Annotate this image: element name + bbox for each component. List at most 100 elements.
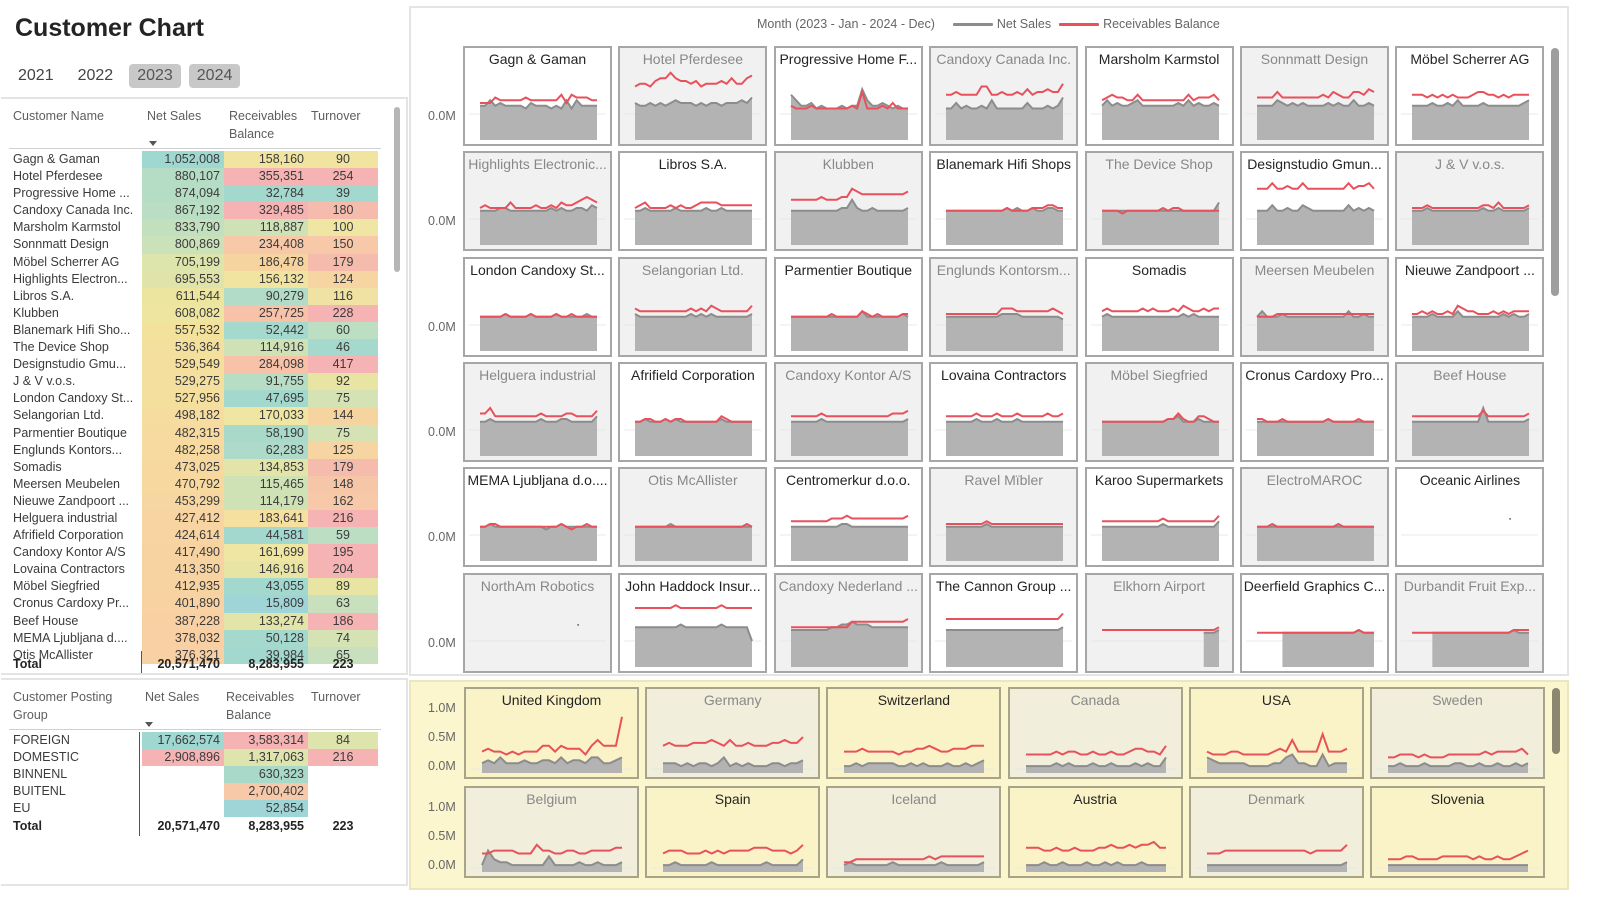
table-row[interactable]: Lovaina Contractors 413,350 146,916 204 [9, 561, 381, 579]
customer-tile[interactable]: Centromerkur d.o.o. [773, 467, 923, 568]
customer-tile[interactable]: London Candoxy St... [463, 256, 612, 357]
table-row[interactable]: Möbel Scherrer AG 705,199 186,478 179 [9, 253, 381, 271]
table-row[interactable]: Designstudio Gmu... 529,549 284,098 417 [9, 356, 381, 374]
table-row[interactable]: Gagn & Gaman 1,052,008 158,160 90 [9, 151, 381, 169]
legend-receivables-label[interactable]: Receivables Balance [1103, 17, 1220, 31]
table-row[interactable]: Otis McAllister 376,321 39,984 65 [9, 646, 381, 664]
table-row[interactable]: DOMESTIC 2,908,896 1,317,063 216 [9, 749, 381, 767]
header-customer-posting-group[interactable]: Customer Posting Group [13, 690, 113, 722]
table-row[interactable]: Cronus Cardoxy Pr... 401,890 15,809 63 [9, 595, 381, 613]
country-chart-scrollbar[interactable] [1552, 688, 1560, 754]
customer-tile[interactable]: Durbandit Fruit Exp... [1395, 572, 1545, 673]
customer-tile[interactable]: Möbel Siegfried [1084, 361, 1234, 462]
header-receivables-balance[interactable]: Receivables Balance [229, 109, 298, 141]
country-tile[interactable]: Iceland [826, 786, 1002, 878]
country-tile[interactable]: Switzerland [826, 687, 1002, 779]
year-button-2022[interactable]: 2022 [77, 67, 114, 84]
customer-tile[interactable]: Lovaina Contractors [929, 361, 1079, 462]
customer-tile[interactable]: Highlights Electronic... [463, 151, 612, 252]
customer-tile[interactable]: NorthAm Robotics [463, 572, 612, 673]
country-tile[interactable]: USA [1188, 687, 1364, 779]
table-row[interactable]: Candoxy Kontor A/S 417,490 161,699 195 [9, 544, 381, 562]
country-tile[interactable]: Austria [1007, 786, 1183, 878]
customer-tile[interactable]: Cronus Cardoxy Pro... [1240, 361, 1389, 462]
table-row[interactable]: Selangorian Ltd. 498,182 170,033 144 [9, 407, 381, 425]
table-row[interactable]: Libros S.A. 611,544 90,279 116 [9, 287, 381, 305]
customer-tile[interactable]: Afrifield Corporation [618, 361, 768, 462]
customer-tile[interactable]: Helguera industrial [463, 361, 612, 462]
table-row[interactable]: Helguera industrial 427,412 183,641 216 [9, 509, 381, 528]
customer-tile[interactable]: Candoxy Nederland ... [773, 572, 923, 673]
country-tile[interactable]: Sweden [1370, 687, 1545, 779]
customer-tile[interactable]: Somadis [1084, 256, 1234, 357]
customer-tile[interactable]: Blanemark Hifi Shops [929, 151, 1079, 252]
table-row[interactable]: MEMA Ljubljana d.... 378,032 50,128 74 [9, 629, 381, 647]
table-row[interactable]: Blanemark Hifi Sho... 557,532 52,442 60 [9, 321, 381, 340]
customer-tile[interactable]: The Device Shop [1084, 151, 1234, 252]
table-row[interactable]: The Device Shop 536,364 114,916 46 [9, 339, 381, 357]
table-row[interactable]: EU 52,854 [9, 800, 381, 818]
customer-tile[interactable]: J & V v.o.s. [1395, 151, 1545, 252]
country-tile[interactable]: Slovenia [1370, 786, 1545, 878]
customer-tile[interactable]: Candoxy Canada Inc. [929, 46, 1079, 146]
header-turnover[interactable]: Turnover [311, 109, 361, 123]
customer-tile[interactable]: Ravel Mïbler [929, 467, 1079, 568]
table-row[interactable]: BUITENL 2,700,402 [9, 783, 381, 801]
table-row[interactable]: BINNENL 630,323 [9, 766, 381, 784]
table-row[interactable]: London Candoxy St... 527,956 47,695 75 [9, 390, 381, 408]
table-row[interactable]: J & V v.o.s. 529,275 91,755 92 [9, 373, 381, 391]
customer-tile[interactable]: Karoo Supermarkets [1084, 467, 1234, 568]
customer-tile[interactable]: Hotel Pferdesee [618, 46, 768, 146]
year-button-2021[interactable]: 2021 [18, 67, 54, 84]
customer-tile[interactable]: Nieuwe Zandpoort ... [1395, 256, 1545, 357]
customer-tile[interactable]: Selangorian Ltd. [618, 256, 768, 357]
customer-tile[interactable]: Marsholm Karmstol [1084, 46, 1234, 146]
table-row[interactable]: Beef House 387,228 133,274 186 [9, 612, 381, 630]
table-row[interactable]: Marsholm Karmstol 833,790 118,887 100 [9, 219, 381, 237]
table-row[interactable]: Meersen Meubelen 470,792 115,465 148 [9, 475, 381, 493]
country-tile[interactable]: Canada [1007, 687, 1183, 779]
customer-tile[interactable]: Otis McAllister [618, 467, 768, 568]
table-row[interactable]: Candoxy Canada Inc. 867,192 329,485 180 [9, 202, 381, 220]
customer-tile[interactable]: ElectroMAROC [1240, 467, 1389, 568]
table-row[interactable]: Nieuwe Zandpoort ... 453,299 114,179 162 [9, 492, 381, 510]
customer-tile[interactable]: Gagn & Gaman [463, 46, 612, 146]
table-row[interactable]: Afrifield Corporation 424,614 44,581 59 [9, 527, 381, 545]
header-receivables-balance[interactable]: Receivables Balance [226, 690, 295, 722]
customer-tile[interactable]: Candoxy Kontor A/S [773, 361, 923, 462]
customer-tile[interactable]: Sonnmatt Design [1240, 46, 1389, 146]
customer-tile[interactable]: Progressive Home F... [773, 46, 923, 146]
header-net-sales[interactable]: Net Sales [147, 109, 202, 123]
table-row[interactable]: FOREIGN 17,662,574 3,583,314 84 [9, 732, 381, 750]
country-tile[interactable]: Belgium [464, 786, 639, 878]
customer-tile[interactable]: Deerfield Graphics C... [1240, 572, 1389, 673]
customer-tile[interactable]: Beef House [1395, 361, 1545, 462]
customer-tile[interactable]: Parmentier Boutique [773, 256, 923, 357]
customer-tile[interactable]: John Haddock Insur... [618, 572, 768, 673]
customer-tile[interactable]: Meersen Meubelen [1240, 256, 1389, 357]
country-tile[interactable]: Spain [645, 786, 821, 878]
customer-tile[interactable]: Englunds Kontorsm... [929, 256, 1079, 357]
customer-tile[interactable]: MEMA Ljubljana d.o.... [463, 467, 612, 568]
table-row[interactable]: Highlights Electron... 695,553 156,132 124 [9, 270, 381, 288]
customer-tile[interactable]: Libros S.A. [618, 151, 768, 252]
customer-tile[interactable]: Elkhorn Airport [1084, 572, 1234, 673]
year-button-2023[interactable]: 2023 [129, 64, 181, 88]
customer-tile[interactable]: Oceanic Airlines [1395, 467, 1545, 568]
header-net-sales[interactable]: Net Sales [145, 690, 200, 704]
table-row[interactable]: Progressive Home ... 874,094 32,784 39 [9, 185, 381, 203]
table-row[interactable]: Hotel Pferdesee 880,107 355,351 254 [9, 168, 381, 186]
country-tile[interactable]: United Kingdom [464, 687, 639, 779]
customer-tile[interactable]: The Cannon Group ... [929, 572, 1079, 673]
customer-chart-scrollbar[interactable] [1551, 48, 1559, 296]
year-button-2024[interactable]: 2024 [188, 64, 241, 88]
table-row[interactable]: Parmentier Boutique 482,315 58,190 75 [9, 424, 381, 442]
header-turnover[interactable]: Turnover [311, 690, 361, 704]
table-row[interactable]: Englunds Kontors... 482,258 62,283 125 [9, 441, 381, 459]
table-row[interactable]: Sonnmatt Design 800,869 234,408 150 [9, 236, 381, 254]
country-tile[interactable]: Germany [645, 687, 821, 779]
table-row[interactable]: Somadis 473,025 134,853 179 [9, 458, 381, 476]
table-row[interactable]: Klubben 608,082 257,725 228 [9, 304, 381, 322]
legend-net-sales-label[interactable]: Net Sales [996, 17, 1052, 31]
customer-tile[interactable]: Designstudio Gmun... [1240, 151, 1389, 252]
